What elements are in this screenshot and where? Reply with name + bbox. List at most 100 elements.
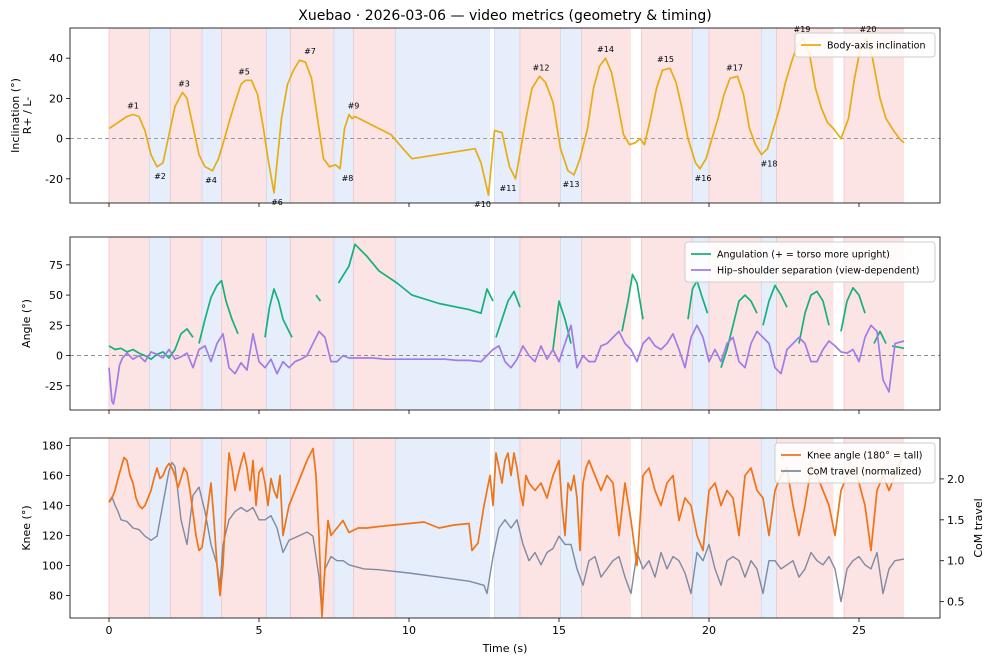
phase-band (395, 28, 490, 203)
phase-band (266, 237, 291, 410)
peak-label: #18 (761, 160, 778, 169)
y-tick-label: -25 (45, 380, 63, 393)
legend-label: Body-axis inclination (827, 41, 926, 52)
phase-band (170, 438, 202, 618)
phase-band (202, 438, 222, 618)
y-axis-label: Inclination (°) (9, 78, 22, 153)
phase-band (334, 237, 354, 410)
y-tick-label: 50 (49, 289, 63, 302)
peak-label: #4 (205, 176, 217, 185)
phase-band (334, 28, 354, 203)
phase-band (170, 28, 202, 203)
peak-label: #5 (238, 67, 250, 76)
phase-band (709, 438, 762, 618)
y-tick-label: 160 (42, 470, 63, 483)
peak-label: #9 (348, 101, 360, 110)
phase-band (761, 438, 777, 618)
legend-box (794, 32, 936, 58)
y-tick-label-right: 2.0 (947, 473, 965, 486)
panel-3: 80 100 120 140 160 180 0.5 1.0 1.5 2.0 CoM travel 0… (20, 437, 985, 637)
x-tick-label: 5 (256, 624, 263, 637)
y-axis-label: R+ / L- (21, 97, 34, 134)
y-tick-label-right: 0.5 (947, 596, 965, 609)
phase-band (221, 28, 267, 203)
peak-label: #13 (563, 180, 580, 189)
y-tick-label: 100 (42, 560, 63, 573)
series-line (108, 447, 905, 618)
phase-band (761, 28, 777, 203)
phase-band (692, 438, 709, 618)
phase-band (221, 438, 267, 618)
y-tick-label: 40 (49, 52, 63, 65)
series-line (108, 461, 905, 615)
phase-band (202, 237, 222, 410)
panel-1: #1 #2 #3 #4 #5 #6 #7 #8 #9 #10 #11 #12 #13 #14 #15 #16 #… (9, 25, 941, 209)
plot-frame (69, 236, 941, 411)
x-tick-label: 25 (852, 624, 866, 637)
series-line (108, 324, 905, 405)
phase-band (290, 237, 334, 410)
phase-band (494, 237, 520, 410)
phase-band (641, 438, 693, 618)
phase-band (109, 438, 150, 618)
y-tick-label: -20 (45, 173, 63, 186)
peak-label: #16 (695, 174, 712, 183)
y-tick-label: 120 (42, 530, 63, 543)
peak-label: #19 (794, 25, 811, 34)
series-line (552, 300, 572, 350)
legend-box (684, 241, 936, 283)
peak-label: #1 (127, 101, 139, 110)
phase-band (266, 28, 291, 203)
y-tick-label: 20 (49, 92, 63, 105)
phase-band (581, 438, 631, 618)
series-line (621, 273, 644, 332)
phase-band (149, 438, 171, 618)
x-tick-label: 0 (106, 624, 113, 637)
phase-band (560, 438, 582, 618)
peak-label: #20 (860, 25, 877, 34)
series-line (495, 290, 521, 338)
peak-label: #2 (154, 172, 166, 181)
series-line (315, 294, 322, 302)
phase-band (149, 28, 171, 203)
series-line (762, 284, 788, 326)
phase-band (641, 237, 693, 410)
panel-2: -25 0 25 50 75 Angle (°) Angulation (+ = torso… (20, 236, 941, 414)
plot-frame (69, 27, 941, 204)
phase-band (290, 28, 334, 203)
phase-band (266, 438, 291, 618)
peak-label: #14 (597, 45, 614, 54)
phase-band (560, 237, 582, 410)
phase-band (202, 28, 222, 203)
y-tick-label-right: 1.5 (947, 514, 965, 527)
y-tick-label: 25 (49, 319, 63, 332)
plot-frame (69, 437, 941, 619)
peak-label: #12 (533, 63, 550, 72)
phase-band (560, 28, 582, 203)
x-tick-label: 10 (402, 624, 416, 637)
phase-band (334, 438, 354, 618)
series-line (108, 328, 194, 361)
peak-label: #8 (342, 174, 354, 183)
series-line (840, 286, 866, 332)
x-tick-label: 15 (552, 624, 566, 637)
phase-band (170, 237, 202, 410)
phase-band (149, 237, 171, 410)
y-tick-label: 0 (56, 350, 63, 363)
legend-box (774, 442, 936, 484)
phase-band (353, 237, 396, 410)
y-tick-label: 75 (49, 259, 63, 272)
peak-label: #6 (271, 198, 283, 207)
phase-band (709, 28, 762, 203)
y-tick-label: 140 (42, 500, 63, 513)
series-line (798, 290, 830, 344)
legend-label: Angulation (+ = torso more upright) (717, 250, 890, 261)
phase-band (221, 237, 267, 410)
y-tick-label: 180 (42, 440, 63, 453)
chart-title: Xuebao · 2026-03-06 — video metrics (geo… (298, 8, 712, 24)
phase-band (109, 237, 150, 410)
series-line (337, 243, 494, 315)
peak-label: #15 (657, 55, 674, 64)
y-tick-label-right: 1.0 (947, 555, 965, 568)
